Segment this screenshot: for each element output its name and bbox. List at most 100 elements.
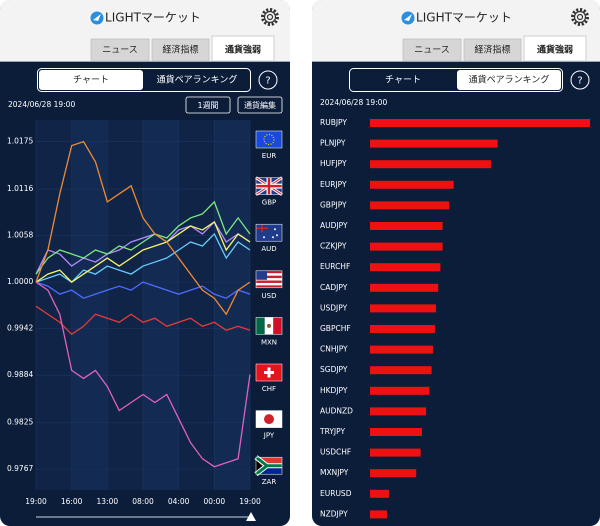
- bar: [370, 222, 443, 230]
- category-label: CADJPY: [320, 283, 348, 292]
- help-button[interactable]: [570, 70, 590, 90]
- flag-star: [276, 234, 278, 237]
- flag-border: [255, 363, 283, 382]
- category-label: AUDJPY: [320, 221, 348, 230]
- legend-label: EUR: [262, 152, 277, 160]
- button[interactable]: [237, 96, 283, 114]
- flag-cross: [256, 224, 268, 233]
- flag: [273, 317, 282, 335]
- button[interactable]: [185, 96, 231, 114]
- category-label: TRYJPY: [319, 427, 345, 436]
- y-tick-label: 1.0116: [7, 184, 33, 193]
- flag-border: [255, 177, 283, 195]
- flag-canton: [256, 270, 267, 280]
- flag-star: [274, 228, 276, 231]
- plot-band: [143, 120, 179, 490]
- x-tick-label: 00:00: [204, 497, 226, 506]
- tab-label: 通貨強弱: [537, 44, 573, 56]
- category-label: MXNJPY: [320, 468, 349, 477]
- x-tick-label: 19:00: [25, 497, 47, 506]
- bar: [370, 489, 389, 498]
- settings-gear-hole: [576, 13, 584, 21]
- bar: [370, 283, 439, 292]
- legend-label: ZAR: [262, 478, 277, 486]
- bar: [370, 428, 422, 436]
- category-label: GBPCHF: [320, 324, 351, 333]
- segment[interactable]: [39, 70, 143, 90]
- bar: [370, 510, 387, 519]
- bar: [370, 180, 454, 189]
- category-label: USDCHF: [320, 448, 351, 457]
- plot-band: [71, 120, 108, 490]
- flag-border: [255, 456, 283, 475]
- x-tick-label: 04:00: [168, 497, 190, 506]
- x-tick-label: 19:00: [239, 497, 261, 506]
- series-line: [35, 140, 251, 316]
- flag-star: [263, 236, 265, 239]
- legend-label: AUD: [261, 245, 276, 253]
- timestamp: 2024/06/28 19:00: [8, 100, 75, 109]
- segment-label: チャート: [385, 75, 421, 86]
- flag: [256, 131, 282, 148]
- category-label: HUFJPY: [320, 159, 347, 168]
- category-label: GBPJPY: [320, 200, 347, 209]
- y-tick-label: 1.0058: [7, 231, 33, 240]
- series-line: [35, 305, 251, 336]
- series-line: [35, 200, 251, 275]
- tab-label: 経済指標: [162, 44, 198, 56]
- flag-emblem: [267, 323, 271, 328]
- time-slider-handle[interactable]: [246, 512, 256, 521]
- button-label: 通貨編集: [244, 100, 276, 110]
- tab-label: ニュース: [414, 46, 450, 56]
- y-tick-label: 1.0000: [7, 277, 33, 286]
- bar: [370, 201, 450, 210]
- segment[interactable]: [457, 70, 561, 90]
- plot-band: [214, 120, 250, 490]
- settings-gear-ring: [263, 10, 277, 24]
- bar: [370, 366, 432, 375]
- segment-label: チャート: [73, 75, 109, 86]
- tab-label: ニュース: [102, 46, 138, 56]
- flag: [256, 317, 265, 335]
- legend-label: CHF: [262, 385, 276, 393]
- tab[interactable]: [523, 35, 587, 62]
- flag-stripe: [256, 275, 282, 279]
- flag: [256, 465, 282, 475]
- settings-gear-hole: [266, 13, 274, 21]
- flag-stripe: [256, 280, 282, 283]
- bar: [370, 386, 430, 395]
- bar: [370, 448, 421, 457]
- flag-border: [255, 223, 283, 242]
- y-tick-label: 0.9884: [7, 370, 33, 379]
- settings-gear[interactable]: [261, 8, 279, 26]
- bar: [370, 139, 498, 148]
- bar: [370, 263, 441, 272]
- bar: [370, 242, 443, 251]
- timestamp: 2024/06/28 19:00: [320, 98, 387, 107]
- y-tick-label: 0.9767: [7, 464, 33, 473]
- legend-label: USD: [262, 292, 277, 300]
- flag-border: [255, 317, 283, 335]
- bar: [370, 345, 433, 354]
- category-label: RUBJPY: [320, 118, 347, 127]
- settings-gear-ring: [573, 10, 587, 24]
- flag-stripe: [256, 285, 282, 288]
- settings-gear[interactable]: [571, 8, 589, 26]
- category-label: USDJPY: [320, 303, 348, 312]
- app-title: LIGHTマーケット: [105, 11, 201, 25]
- series-line: [35, 281, 251, 468]
- y-tick-label: 0.9825: [7, 418, 33, 427]
- tab-label: 経済指標: [474, 44, 510, 56]
- flag-cross: [264, 367, 274, 378]
- help-button[interactable]: [258, 70, 278, 90]
- series-line: [35, 281, 251, 299]
- flag-sun: [264, 414, 274, 425]
- x-tick-label: 08:00: [132, 497, 154, 506]
- bar: [370, 160, 491, 169]
- flag-border: [255, 130, 283, 149]
- y-tick-label: 0.9942: [7, 324, 33, 333]
- flag: [256, 457, 282, 466]
- category-label: SGDJPY: [320, 365, 348, 374]
